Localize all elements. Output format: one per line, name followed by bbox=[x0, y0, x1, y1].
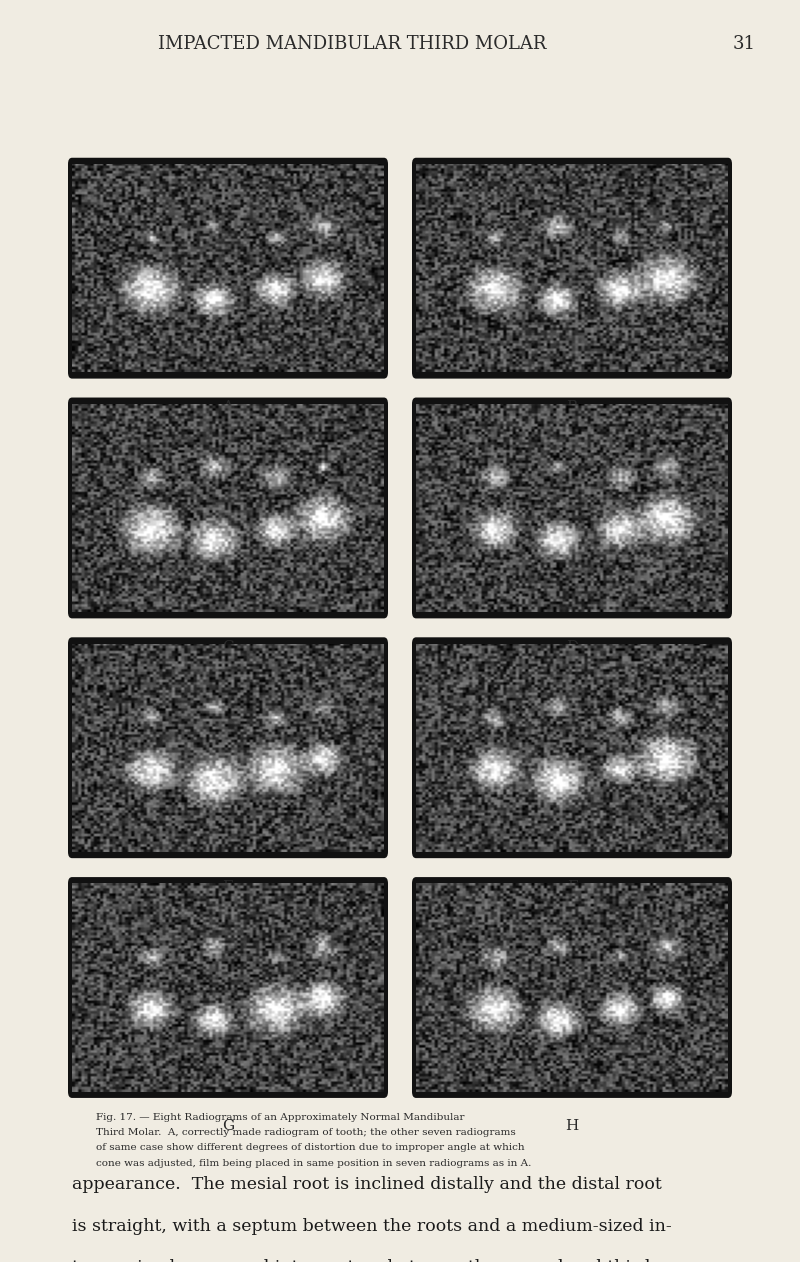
Text: C: C bbox=[222, 640, 234, 654]
FancyBboxPatch shape bbox=[68, 158, 388, 379]
Text: is straight, with a septum between the roots and a medium-sized in-: is straight, with a septum between the r… bbox=[72, 1218, 672, 1234]
FancyBboxPatch shape bbox=[68, 637, 388, 858]
FancyBboxPatch shape bbox=[412, 398, 732, 618]
Text: G: G bbox=[222, 1119, 234, 1133]
Text: Fig. 17. — Eight Radiograms of an Approximately Normal Mandibular: Fig. 17. — Eight Radiograms of an Approx… bbox=[96, 1113, 465, 1122]
Text: A: A bbox=[222, 400, 234, 414]
Text: 31: 31 bbox=[733, 35, 755, 53]
Text: cone was adjusted, film being placed in same position in seven radiograms as in : cone was adjusted, film being placed in … bbox=[96, 1159, 531, 1167]
FancyBboxPatch shape bbox=[68, 877, 388, 1098]
Text: D: D bbox=[566, 640, 578, 654]
Text: Third Molar.  A, correctly made radiogram of tooth; the other seven radiograms: Third Molar. A, correctly made radiogram… bbox=[96, 1128, 516, 1137]
Text: E: E bbox=[222, 880, 234, 893]
Text: H: H bbox=[566, 1119, 578, 1133]
FancyBboxPatch shape bbox=[68, 398, 388, 618]
Text: IMPACTED MANDIBULAR THIRD MOLAR: IMPACTED MANDIBULAR THIRD MOLAR bbox=[158, 35, 546, 53]
FancyBboxPatch shape bbox=[412, 877, 732, 1098]
Text: B: B bbox=[566, 400, 578, 414]
Text: F: F bbox=[566, 880, 578, 893]
Text: appearance.  The mesial root is inclined distally and the distal root: appearance. The mesial root is inclined … bbox=[72, 1176, 662, 1193]
Text: terproximal space and interseptum between the second and third: terproximal space and interseptum betwee… bbox=[72, 1259, 650, 1262]
FancyBboxPatch shape bbox=[412, 637, 732, 858]
FancyBboxPatch shape bbox=[412, 158, 732, 379]
Text: of same case show different degrees of distortion due to improper angle at which: of same case show different degrees of d… bbox=[96, 1143, 525, 1152]
